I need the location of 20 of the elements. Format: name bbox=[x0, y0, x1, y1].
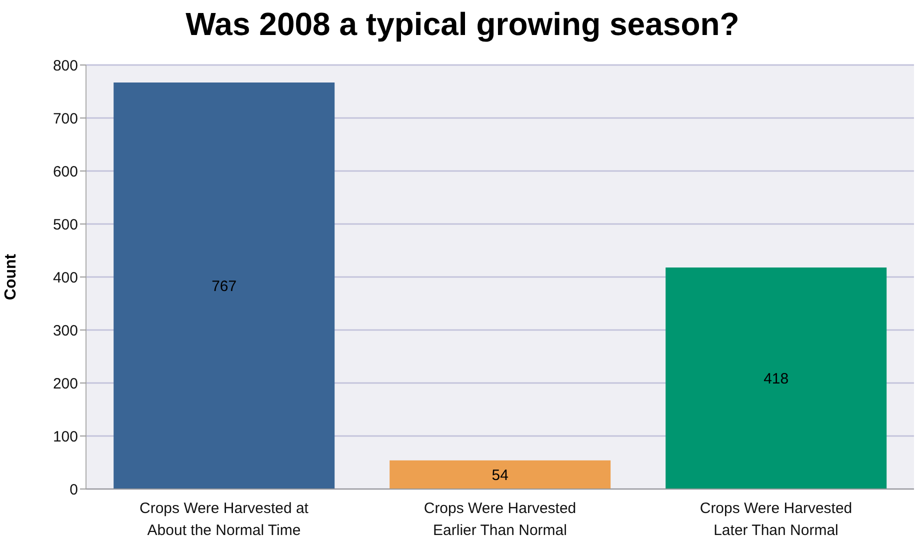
y-tick-label: 100 bbox=[52, 428, 78, 446]
bar bbox=[390, 460, 611, 489]
bar bbox=[114, 82, 335, 489]
y-tick-label: 400 bbox=[52, 269, 78, 286]
y-tick-label: 700 bbox=[52, 110, 78, 128]
data-label: 767 bbox=[212, 278, 237, 296]
y-tick-label: 0 bbox=[70, 481, 78, 498]
y-tick-label: 500 bbox=[52, 216, 78, 234]
data-label: 418 bbox=[764, 370, 789, 388]
x-tick-label: Crops Were Harvested at About the Normal Time bbox=[140, 500, 310, 539]
y-axis-title: Count bbox=[2, 253, 20, 300]
x-tick-label: Crops Were Harvested Earlier Than Normal bbox=[424, 500, 576, 539]
y-tick-label: 300 bbox=[52, 322, 78, 340]
x-tick-label: Crops Were Harvested Later Than Normal bbox=[700, 500, 852, 539]
bar bbox=[666, 267, 887, 489]
y-tick-label: 200 bbox=[52, 375, 78, 392]
y-tick-label: 800 bbox=[52, 57, 78, 74]
chart-title: Was 2008 a typical growing season? bbox=[184, 5, 740, 44]
y-tick-label: 600 bbox=[52, 163, 78, 180]
data-label: 54 bbox=[492, 467, 508, 484]
